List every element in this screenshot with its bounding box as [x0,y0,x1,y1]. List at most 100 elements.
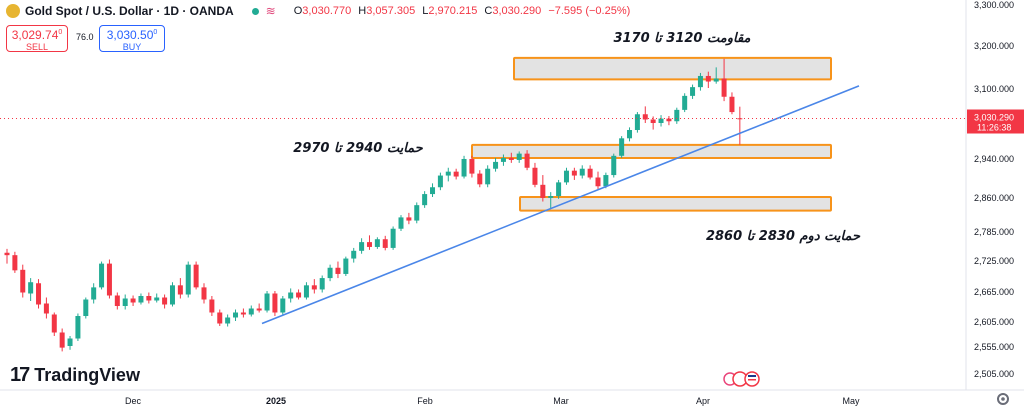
settings-gear-icon[interactable] [997,393,1009,405]
candle-body [75,316,81,339]
candle-body [532,167,538,185]
x-tick-label: Apr [696,396,710,406]
candle-body [682,95,688,110]
zone-label: مقاومت 3120 تا 3170 [613,31,750,46]
candle-body [390,228,396,248]
candle-body [619,138,625,156]
candle-body [272,293,278,313]
candle-body [217,312,223,324]
sell-label: SELL [25,42,49,52]
candle-body [177,285,183,295]
compare-icon[interactable]: ≋ [265,4,276,18]
candle-body [540,184,546,198]
candle-body [634,114,640,130]
candle-body [366,242,372,247]
candle-body [114,295,120,306]
candle-body [571,170,577,176]
candle-body [28,282,34,294]
y-tick-label: 2,555.000 [974,342,1014,352]
tradingview-watermark: 17 TradingView [10,364,140,387]
candle-body [225,317,231,324]
candle-body [524,153,530,168]
x-tick-label: 2025 [266,396,286,406]
sell-button[interactable]: 3,029.740 SELL [6,25,68,52]
candle-body [43,303,49,314]
candle-body [430,187,436,195]
y-tick-label: 3,200.000 [974,41,1014,51]
candle-body [548,196,554,198]
candle-body [658,118,664,123]
candle-body [288,292,294,299]
candle-body [453,171,459,177]
zone-label: حمایت دوم 2830 تا 2860 [706,229,861,244]
candle-body [122,298,128,306]
candle-body [697,75,703,88]
candle-body [264,293,270,311]
candle-body [233,312,239,318]
candle-body [477,173,483,185]
candles-layer [4,58,743,352]
candle-body [311,285,317,290]
sell-price: 3,029.74 [11,28,59,42]
candle-body [493,161,499,169]
x-tick-label: Mar [553,396,569,406]
y-axis[interactable]: 3,300.000 3,200.000 3,100.000 2,940.000 2,86… [965,0,1024,390]
candle-body [627,130,633,139]
earnings-icons[interactable] [723,371,760,387]
symbol-title[interactable]: Gold Spot / U.S. Dollar · 1D · OANDA [25,4,234,18]
market-status-icon [251,7,259,15]
candle-body [690,87,696,96]
y-tick-label: 3,300.000 [974,0,1014,10]
y-tick-label: 2,665.000 [974,287,1014,297]
candle-body [713,78,719,82]
candle-body [595,177,601,187]
candle-body [642,114,648,120]
zone-box [519,196,832,212]
x-tick-label: Feb [417,396,433,406]
candle-body [193,264,199,288]
y-tick-label: 2,940.000 [974,154,1014,164]
y-tick-label: 2,505.000 [974,369,1014,379]
countdown-label: 11:26:38 [977,122,1011,132]
zone-box [471,143,832,159]
candle-body [138,296,144,303]
candle-body [445,171,451,176]
buy-price-sup: 0 [153,29,158,36]
candle-body [485,168,491,185]
candle-body [374,239,380,247]
candle-body [201,287,207,300]
candle-body [422,194,428,206]
candle-body [185,264,191,295]
candle-body [563,170,569,183]
candle-body [99,263,105,288]
candle-body [248,308,254,315]
candle-body [106,263,112,296]
candle-body [280,298,286,313]
y-tick-label: 2,785.000 [974,227,1014,237]
candle-body [729,96,735,113]
chart-header: Gold Spot / U.S. Dollar · 1D · OANDA ≋ O… [6,3,634,19]
last-price-label: 3,030.290 [974,112,1014,122]
candle-body [162,297,168,305]
x-tick-label: Dec [125,396,142,406]
candle-body [674,109,680,122]
buy-button[interactable]: 3,030.500 BUY [99,25,165,52]
candle-body [209,299,215,313]
candle-body [461,158,467,177]
candle-body [12,255,18,271]
x-axis[interactable]: Dec 2025 Feb Mar Apr May [0,389,1024,406]
candle-body [343,258,349,274]
candle-body [4,252,10,256]
candle-body [20,269,26,293]
zones-layer [471,56,832,212]
candle-body [130,298,136,303]
candle-body [67,338,73,346]
candle-body [256,308,262,311]
candle-body [240,312,246,315]
candle-body [406,217,412,221]
candle-body [500,158,506,162]
trendline [261,85,860,325]
candle-body [382,239,388,248]
candle-body [83,299,89,316]
